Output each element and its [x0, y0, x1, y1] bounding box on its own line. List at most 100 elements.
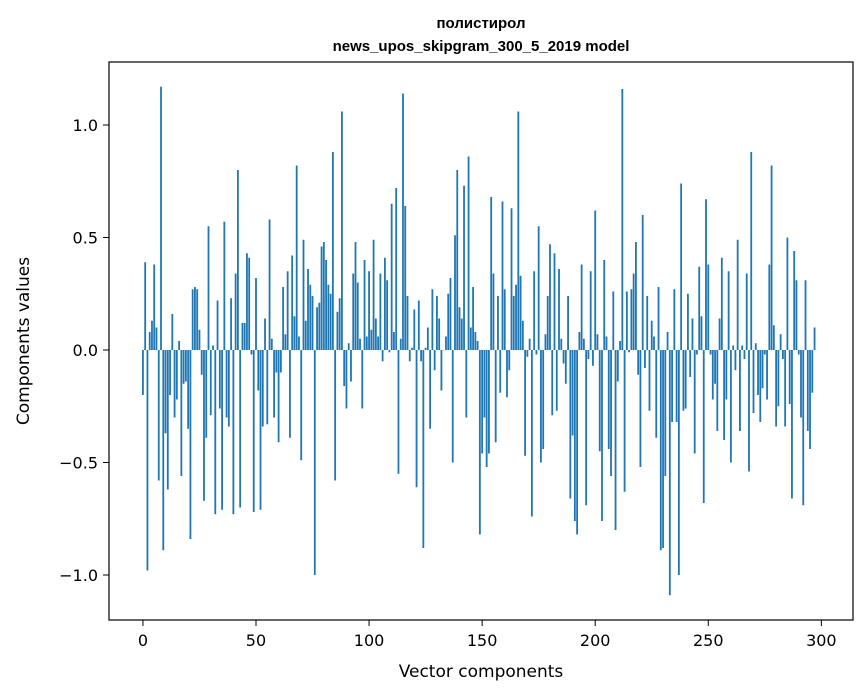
bar-273 — [759, 350, 762, 422]
bar-214 — [625, 291, 628, 350]
bar-146 — [472, 287, 474, 350]
bar-54 — [264, 318, 266, 350]
bar-216 — [630, 289, 633, 350]
bar-204 — [603, 260, 606, 350]
bar-114 — [399, 338, 402, 350]
bar-162 — [508, 350, 511, 371]
bar-177 — [542, 350, 545, 449]
bar-268 — [748, 350, 750, 472]
bar-7 — [157, 350, 160, 481]
bar-94 — [354, 242, 357, 350]
bar-132 — [440, 350, 443, 391]
bar-130 — [436, 296, 438, 350]
bar-30 — [209, 350, 212, 416]
bar-241 — [687, 293, 689, 350]
bar-38 — [227, 350, 230, 427]
bar-10 — [164, 350, 167, 434]
bar-159 — [501, 201, 504, 350]
bar-100 — [368, 271, 370, 350]
bar-180 — [549, 244, 551, 350]
bar-135 — [447, 293, 450, 350]
bar-167 — [519, 275, 522, 350]
bar-288 — [793, 251, 796, 350]
bar-160 — [503, 289, 506, 350]
bar-121 — [415, 350, 418, 488]
x-tick-label-150: 150 — [467, 631, 498, 650]
bar-89 — [343, 350, 346, 386]
bar-202 — [598, 350, 601, 452]
bar-111 — [393, 332, 395, 350]
bar-110 — [390, 203, 393, 350]
bar-176 — [540, 350, 542, 463]
bar-282 — [779, 334, 782, 350]
bar-215 — [628, 350, 631, 353]
bar-221 — [641, 215, 644, 350]
bar-8 — [160, 86, 162, 350]
bar-50 — [255, 278, 257, 350]
bar-57 — [270, 338, 273, 350]
bar-245 — [696, 350, 698, 355]
bar-19 — [184, 350, 187, 382]
bar-9 — [162, 350, 165, 551]
bar-20 — [187, 350, 190, 429]
bar-56 — [268, 219, 271, 350]
bar-296 — [811, 350, 814, 393]
bar-60 — [277, 350, 280, 443]
bar-242 — [689, 350, 692, 377]
bar-260 — [729, 350, 732, 463]
bar-254 — [716, 350, 719, 431]
bar-235 — [673, 289, 676, 350]
bar-78 — [318, 302, 321, 350]
y-tick-label-1: −0.5 — [59, 454, 98, 473]
bar-152 — [485, 350, 488, 467]
bar-113 — [397, 350, 400, 474]
bar-172 — [530, 350, 533, 517]
bar-225 — [650, 320, 653, 350]
bar-37 — [225, 350, 228, 418]
bar-179 — [546, 296, 549, 350]
bar-169 — [524, 350, 526, 456]
bar-64 — [286, 271, 289, 350]
bar-292 — [802, 350, 805, 506]
x-axis-ticks: 0 50 100 150 200 250 300 — [138, 620, 837, 650]
bar-40 — [232, 350, 235, 515]
bar-28 — [205, 350, 208, 438]
bar-71 — [302, 239, 305, 350]
y-tick-label-0: −1.0 — [59, 566, 98, 585]
bar-122 — [417, 300, 420, 350]
bar-123 — [420, 350, 422, 362]
bar-42 — [237, 170, 239, 350]
bar-97 — [361, 350, 364, 409]
bar-13 — [171, 314, 174, 350]
bar-21 — [189, 350, 192, 539]
bar-170 — [526, 350, 529, 357]
bar-125 — [424, 347, 427, 350]
bar-22 — [191, 289, 194, 350]
bar-142 — [463, 185, 465, 350]
bar-281 — [777, 350, 780, 407]
bar-227 — [655, 350, 658, 438]
bar-53 — [261, 350, 264, 427]
bar-65 — [289, 350, 291, 438]
bar-31 — [212, 345, 214, 350]
bar-2 — [146, 350, 149, 571]
bar-47 — [248, 257, 251, 350]
bar-188 — [567, 296, 569, 350]
bar-280 — [775, 350, 778, 427]
bar-124 — [422, 350, 425, 548]
bar-117 — [406, 296, 409, 350]
bar-238 — [680, 183, 683, 350]
bar-158 — [499, 350, 502, 393]
bar-183 — [555, 350, 558, 411]
bar-262 — [734, 350, 737, 371]
bar-91 — [347, 343, 350, 350]
bar-290 — [797, 350, 800, 355]
bar-270 — [752, 350, 755, 413]
bar-206 — [607, 350, 610, 449]
bar-137 — [451, 350, 454, 463]
bar-79 — [320, 246, 323, 350]
bar-236 — [675, 350, 678, 422]
bar-279 — [772, 325, 775, 350]
bar-208 — [612, 291, 615, 350]
bar-4 — [151, 320, 153, 350]
